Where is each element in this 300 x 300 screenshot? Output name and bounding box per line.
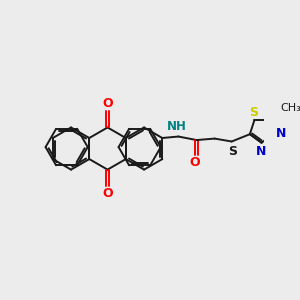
Text: O: O: [102, 187, 113, 200]
Text: S: S: [249, 106, 258, 119]
Text: S: S: [228, 145, 237, 158]
Text: O: O: [190, 156, 200, 170]
Text: NH: NH: [167, 120, 187, 133]
Text: N: N: [276, 127, 286, 140]
Text: O: O: [102, 97, 113, 110]
Text: N: N: [256, 145, 267, 158]
Text: CH₃: CH₃: [280, 103, 300, 113]
